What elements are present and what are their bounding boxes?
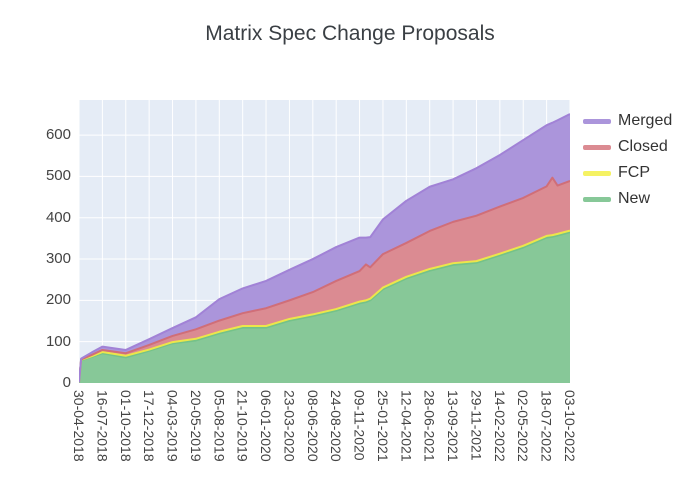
line-merged [79,113,570,383]
chart-title: Matrix Spec Change Proposals [205,22,495,45]
x-tick-label: 28-06-2021 [421,390,438,462]
legend-item-closed[interactable]: Closed [583,134,672,160]
legend-item-new[interactable]: New [583,186,672,212]
legend-label-fcp: FCP [618,164,650,181]
x-tick-label: 14-02-2022 [491,390,508,462]
legend-label-new: New [618,190,651,207]
x-tick-label: 01-10-2018 [117,390,134,462]
x-tick-label: 17-12-2018 [141,390,158,462]
legend-label-closed: Closed [618,138,668,155]
y-tick-label: 100 [45,332,71,350]
x-tick-label: 25-01-2021 [374,390,391,462]
legend: Merged Closed FCP New [583,108,672,212]
x-tick-label: 20-05-2019 [187,390,204,462]
x-tick-label: 02-05-2022 [515,390,532,462]
y-tick-label: 500 [45,167,71,185]
x-tick-label: 03-10-2022 [562,390,578,462]
y-tick-label: 300 [45,250,71,268]
line-new [79,231,570,383]
line-fcp [79,229,570,383]
x-tick-label: 21-10-2019 [234,390,251,462]
legend-swatch-fcp [583,170,611,176]
x-tick-label: 23-03-2020 [281,390,298,462]
x-tick-label: 24-08-2020 [328,390,345,462]
stacked-area-chart [79,100,570,383]
legend-swatch-merged [583,118,611,124]
x-tick-label: 12-04-2021 [398,390,415,462]
x-tick-label: 13-09-2021 [445,390,462,462]
legend-item-merged[interactable]: Merged [583,108,672,134]
y-tick-label: 200 [45,291,71,309]
area-new [79,232,570,383]
x-tick-label: 04-03-2019 [164,390,181,462]
x-tick-label: 16-07-2018 [94,390,111,462]
x-tick-label: 09-11-2020 [351,390,368,461]
x-tick-label: 18-07-2022 [538,390,555,462]
x-tick-label: 05-08-2019 [211,390,228,462]
x-tick-label: 08-06-2020 [304,390,321,462]
y-tick-label: 400 [45,208,71,226]
y-tick-label: 0 [62,374,71,391]
x-tick-label: 29-11-2021 [468,390,485,461]
legend-item-fcp[interactable]: FCP [583,160,672,186]
plot-area[interactable] [79,100,570,383]
legend-swatch-closed [583,144,611,150]
y-tick-label: 600 [45,126,71,144]
line-closed [79,176,570,383]
legend-label-merged: Merged [618,112,673,129]
x-tick-label: 30-04-2018 [71,390,87,462]
legend-swatch-new [583,196,611,202]
x-tick-label: 06-01-2020 [258,390,275,462]
